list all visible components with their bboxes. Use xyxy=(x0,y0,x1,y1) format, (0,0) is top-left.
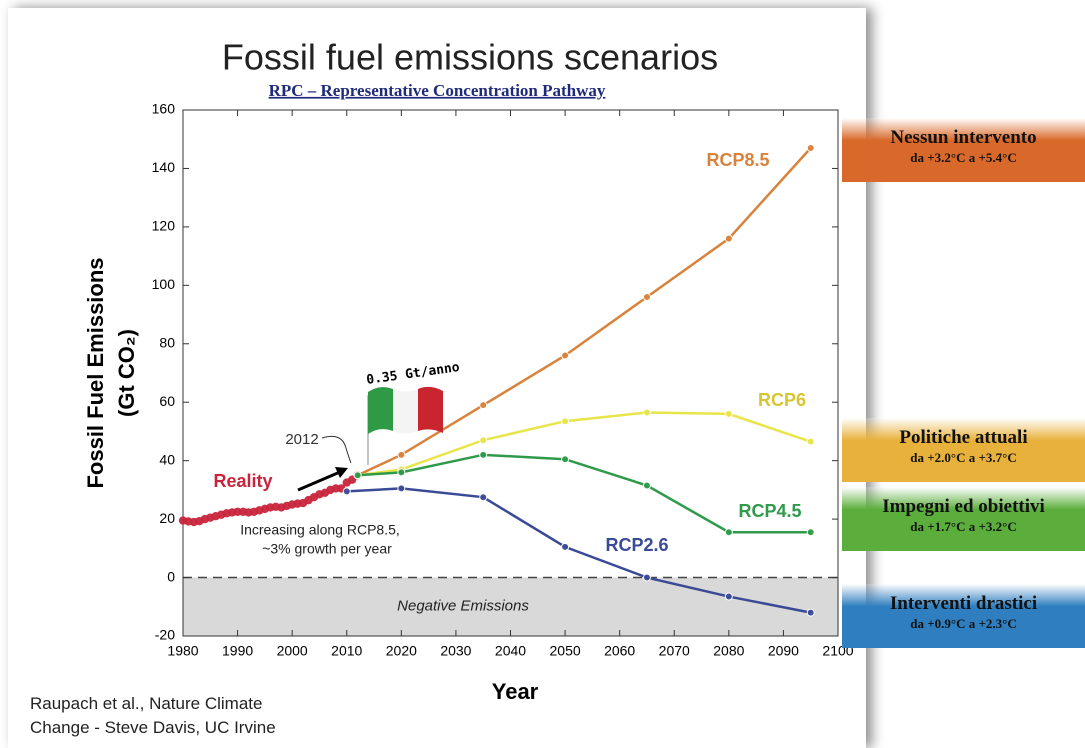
trend-note: Increasing along RCP8.5, xyxy=(240,522,400,538)
x-tick-label: 1980 xyxy=(167,643,198,659)
data-point xyxy=(806,143,815,152)
series-label: RCP2.6 xyxy=(605,535,668,555)
data-point xyxy=(479,436,488,445)
chart-title: Fossil fuel emissions scenarios xyxy=(222,37,718,78)
data-point xyxy=(561,455,570,464)
data-point xyxy=(724,409,733,418)
italy-flag xyxy=(367,386,443,465)
panel-range: da +0.9°C a +2.3°C xyxy=(910,616,1017,631)
y-tick-label: 140 xyxy=(152,159,176,175)
x-tick-label: 2070 xyxy=(659,643,690,659)
data-point xyxy=(397,450,406,459)
x-tick-label: 2050 xyxy=(550,643,581,659)
data-point xyxy=(642,481,651,490)
scenario-panel: Impegni ed obiettivi da +1.7°C a +3.2°C xyxy=(842,487,1085,551)
x-tick-label: 2090 xyxy=(768,643,799,659)
x-tick-label: 2080 xyxy=(713,643,744,659)
x-tick-label: 2020 xyxy=(386,643,417,659)
scenario-panel: Politiche attuali da +2.0°C a +3.7°C xyxy=(842,418,1085,482)
x-tick-label: 2000 xyxy=(277,643,308,659)
data-point xyxy=(397,484,406,493)
data-point xyxy=(479,450,488,459)
y-tick-label: -20 xyxy=(155,627,175,643)
source: Raupach et al., Nature Climate xyxy=(30,694,263,713)
x-tick-label: 1990 xyxy=(222,643,253,659)
y-axis-label: Fossil Fuel Emissions xyxy=(83,257,108,488)
data-point xyxy=(479,401,488,410)
y-tick-label: 100 xyxy=(152,276,176,292)
region-label: Negative Emissions xyxy=(397,598,529,615)
y-axis-label: (Gt CO₂) xyxy=(114,329,139,417)
y-tick-label: 160 xyxy=(152,101,176,117)
panel-range: da +1.7°C a +3.2°C xyxy=(910,519,1017,534)
series-label: RCP6 xyxy=(758,390,806,410)
year-note: 2012 xyxy=(285,431,318,448)
y-tick-label: 20 xyxy=(159,510,175,526)
subtitle: RPC – Representative Concentration Pathw… xyxy=(269,81,606,100)
data-point xyxy=(479,493,488,502)
data-point xyxy=(806,528,815,537)
data-point xyxy=(342,487,351,496)
series-label: Reality xyxy=(213,471,272,491)
data-point xyxy=(806,608,815,617)
y-tick-label: 60 xyxy=(159,393,175,409)
y-tick-label: 0 xyxy=(167,568,175,584)
scenario-panel: Nessun intervento da +3.2°C a +5.4°C xyxy=(842,118,1085,182)
data-point xyxy=(642,408,651,417)
data-point xyxy=(642,573,651,582)
series-label: RCP4.5 xyxy=(738,501,801,521)
panel-range: da +3.2°C a +5.4°C xyxy=(910,150,1017,165)
panel-range: da +2.0°C a +3.7°C xyxy=(910,450,1017,465)
source: Change - Steve Davis, UC Irvine xyxy=(30,718,276,737)
plot-background xyxy=(183,110,838,636)
data-point xyxy=(561,542,570,551)
y-tick-label: 40 xyxy=(159,451,175,467)
panel-title: Impegni ed obiettivi xyxy=(882,496,1045,517)
data-point xyxy=(642,293,651,302)
panel-title: Interventi drastici xyxy=(889,593,1038,614)
x-axis-label: Year xyxy=(492,679,539,704)
data-point xyxy=(397,468,406,477)
shaded-region xyxy=(183,577,838,636)
data-point xyxy=(724,528,733,537)
scenario-panel: Interventi drastici da +0.9°C a +2.3°C xyxy=(842,584,1085,648)
x-tick-label: 2040 xyxy=(495,643,526,659)
x-tick-label: 2010 xyxy=(331,643,362,659)
data-point xyxy=(561,417,570,426)
data-point xyxy=(724,592,733,601)
series-label: RCP8.5 xyxy=(706,150,769,170)
panel-title: Politiche attuali xyxy=(899,427,1028,448)
data-point xyxy=(806,437,815,446)
data-point xyxy=(353,471,362,480)
trend-note: ~3% growth per year xyxy=(262,541,392,557)
arrow xyxy=(297,470,341,492)
year-pointer xyxy=(321,435,352,464)
arrow-head xyxy=(335,467,348,478)
y-tick-label: 120 xyxy=(152,218,176,234)
y-tick-label: 80 xyxy=(159,334,175,350)
data-point xyxy=(561,351,570,360)
panel-title: Nessun intervento xyxy=(890,127,1037,148)
x-tick-label: 2030 xyxy=(440,643,471,659)
x-tick-label: 2060 xyxy=(604,643,635,659)
data-point xyxy=(724,234,733,243)
